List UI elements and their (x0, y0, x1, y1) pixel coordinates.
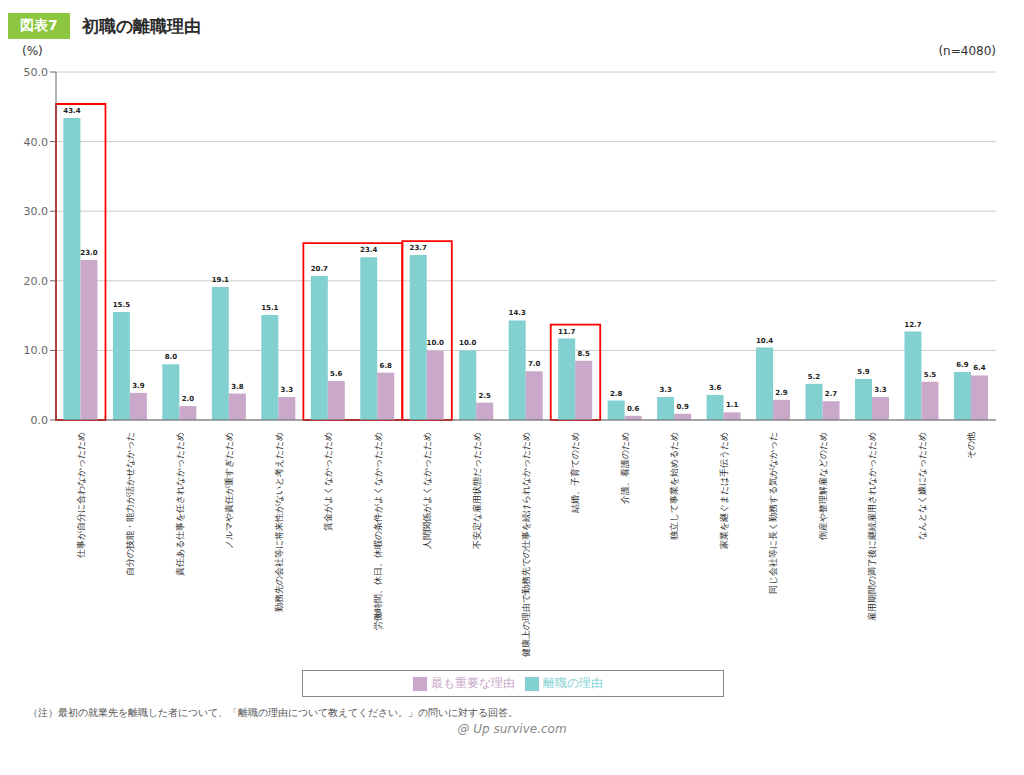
html-text:最も重要な理由: 最も重要な理由 (431, 676, 515, 690)
svg-text:2.7: 2.7 (825, 390, 838, 398)
svg-text:介護、看護のため: 介護、看護のため (620, 432, 630, 504)
svg-text:3.8: 3.8 (231, 383, 244, 391)
svg-text:雇用期間の満了後に継続雇用されなかったため: 雇用期間の満了後に継続雇用されなかったため (867, 432, 877, 621)
html-text:初職の離職理由: 初職の離職理由 (81, 15, 201, 36)
svg-text:23.4: 23.4 (360, 246, 377, 254)
svg-text:なんとなく嫌になったため: なんとなく嫌になったため (917, 432, 927, 540)
svg-text:3.6: 3.6 (709, 384, 722, 392)
svg-text:3.3: 3.3 (659, 386, 672, 394)
svg-text:12.7: 12.7 (904, 321, 921, 329)
svg-text:5.2: 5.2 (808, 373, 821, 381)
svg-text:11.7: 11.7 (558, 328, 575, 336)
svg-text:自分の技能・能力が活かせなかった: 自分の技能・能力が活かせなかった (125, 432, 135, 576)
svg-text:2.8: 2.8 (610, 390, 623, 398)
svg-text:結婚、子育てのため: 結婚、子育てのため (570, 432, 580, 514)
svg-text:6.8: 6.8 (380, 362, 393, 370)
svg-text:30.0: 30.0 (24, 205, 49, 218)
html-text:(n=4080): (n=4080) (938, 44, 996, 58)
svg-text:不安定な雇用状態だったため: 不安定な雇用状態だったため (472, 432, 482, 549)
svg-text:3.3: 3.3 (281, 386, 294, 394)
svg-text:倒産や整理解雇などのため: 倒産や整理解雇などのため (818, 432, 828, 540)
svg-text:10.0: 10.0 (459, 339, 476, 347)
html-text:図表7: 図表7 (20, 17, 58, 33)
svg-text:0.0: 0.0 (31, 414, 49, 427)
svg-text:5.5: 5.5 (924, 371, 937, 379)
svg-text:6.9: 6.9 (956, 361, 969, 369)
svg-text:20.0: 20.0 (24, 275, 49, 288)
svg-text:仕事が自分に合わなかったため: 仕事が自分に合わなかったため (76, 432, 86, 558)
svg-text:2.0: 2.0 (182, 395, 195, 403)
svg-text:15.5: 15.5 (113, 301, 130, 309)
svg-text:14.3: 14.3 (509, 309, 526, 317)
svg-text:1.1: 1.1 (726, 401, 739, 409)
svg-text:人間関係がよくなかったため: 人間関係がよくなかったため (422, 432, 432, 549)
svg-text:その他: その他 (966, 432, 976, 459)
html-text:離職の理由: 離職の理由 (543, 676, 603, 690)
svg-text:5.6: 5.6 (330, 370, 343, 378)
svg-text:2.5: 2.5 (479, 392, 492, 400)
svg-text:10.0: 10.0 (24, 344, 49, 357)
svg-text:責任ある仕事を任されなかったため: 責任ある仕事を任されなかったため (175, 432, 185, 576)
svg-text:ノルマや責任が重すぎたため: ノルマや責任が重すぎたため (224, 432, 234, 549)
svg-text:2.9: 2.9 (775, 389, 788, 397)
svg-text:20.7: 20.7 (311, 265, 328, 273)
svg-text:労働時間、休日、休暇の条件がよくなかったため: 労働時間、休日、休暇の条件がよくなかったため (373, 432, 383, 630)
svg-text:43.4: 43.4 (63, 107, 80, 115)
svg-text:5.9: 5.9 (857, 368, 870, 376)
svg-text:40.0: 40.0 (24, 136, 49, 149)
svg-text:15.1: 15.1 (261, 304, 278, 312)
svg-text:8.0: 8.0 (165, 353, 178, 361)
svg-text:10.4: 10.4 (756, 337, 773, 345)
svg-text:23.0: 23.0 (80, 249, 97, 257)
html-text:（注）最初の就業先を離職した者について、「離職の理由について: （注）最初の就業先を離職した者について、「離職の理由について教えてください。」の… (28, 707, 518, 718)
svg-text:6.4: 6.4 (973, 364, 986, 372)
svg-text:10.0: 10.0 (427, 339, 444, 347)
html-text:@ Up survive.com: @ Up survive.com (457, 722, 567, 736)
svg-text:8.5: 8.5 (577, 350, 590, 358)
svg-text:50.0: 50.0 (24, 66, 49, 79)
svg-text:3.9: 3.9 (132, 382, 145, 390)
svg-text:23.7: 23.7 (410, 244, 427, 252)
svg-text:0.6: 0.6 (627, 405, 640, 413)
svg-text:家業を継ぐまたは手伝うため: 家業を継ぐまたは手伝うため (719, 432, 729, 549)
svg-text:3.3: 3.3 (874, 386, 887, 394)
svg-text:19.1: 19.1 (212, 276, 229, 284)
svg-text:健康上の理由で勤務先での仕事を続けられなかったため: 健康上の理由で勤務先での仕事を続けられなかったため (521, 432, 531, 657)
svg-text:賃金がよくなかったため: 賃金がよくなかったため (323, 432, 333, 531)
svg-text:0.9: 0.9 (676, 403, 689, 411)
svg-text:7.0: 7.0 (528, 360, 541, 368)
svg-text:同じ会社等に長く勤務する気がなかった: 同じ会社等に長く勤務する気がなかった (768, 432, 778, 594)
svg-text:独立して事業を始めるため: 独立して事業を始めるため (669, 432, 679, 540)
svg-text:勤務先の会社等に将来性がないと考えたため: 勤務先の会社等に将来性がないと考えたため (274, 432, 284, 612)
